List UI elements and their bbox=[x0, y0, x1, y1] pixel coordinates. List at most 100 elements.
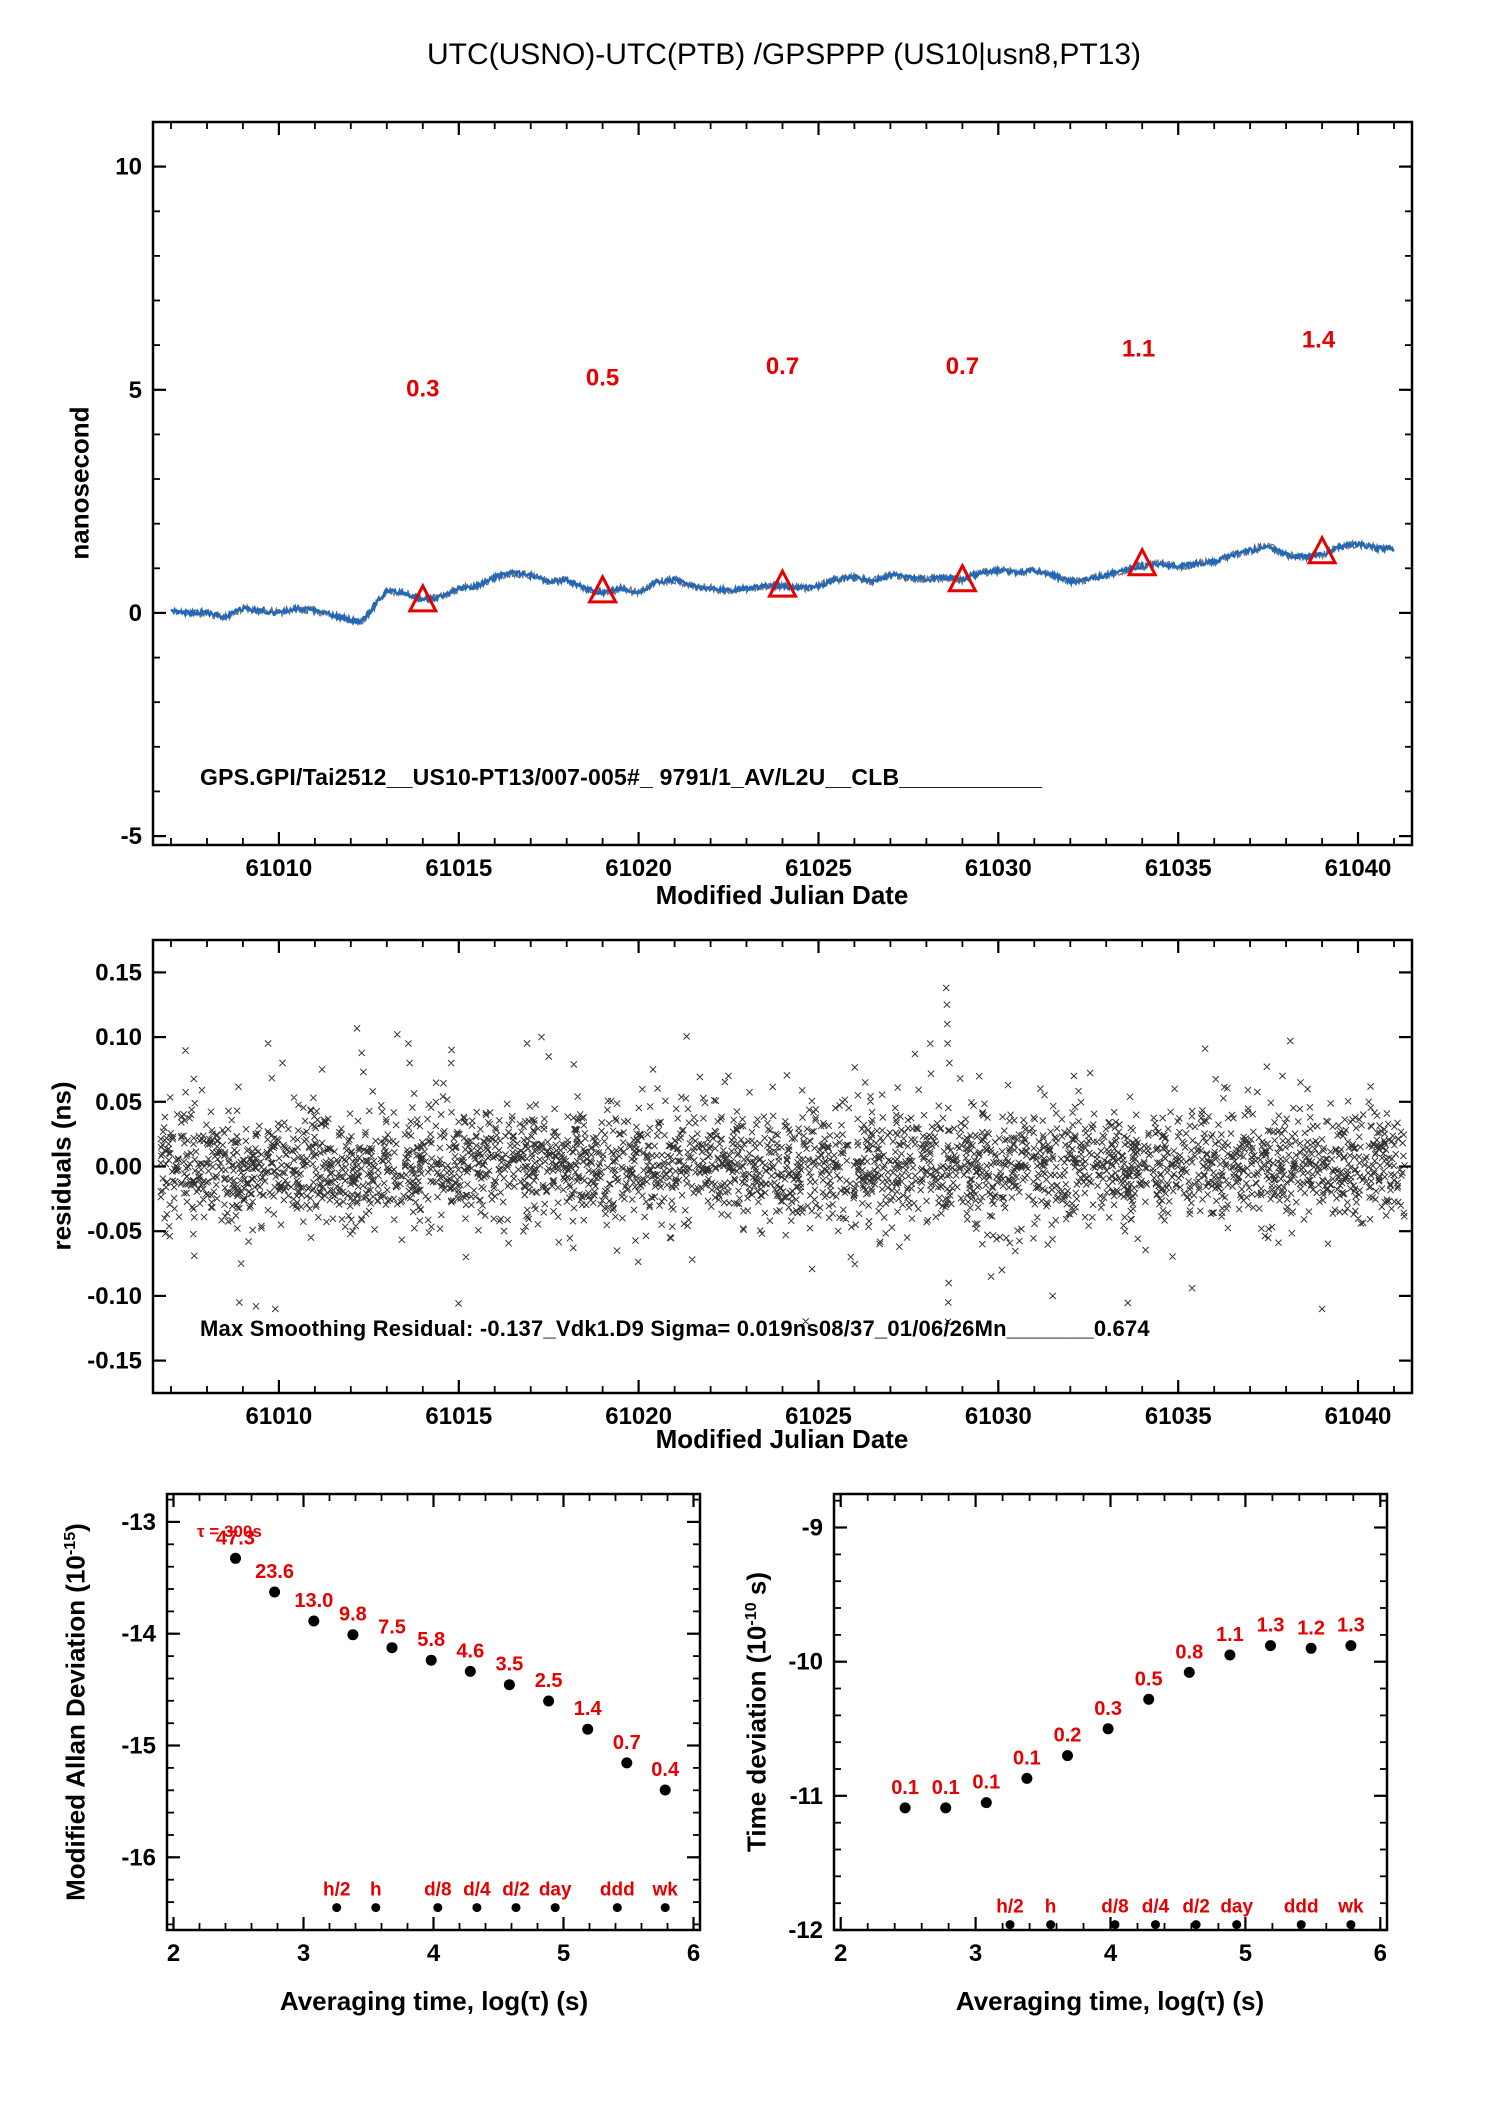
svg-text:4: 4 bbox=[1104, 1940, 1118, 1967]
residuals-x-axis-label: Modified Julian Date bbox=[655, 1424, 909, 1454]
tdev-y-axis-label: Time deviation (10-10 s) bbox=[742, 1572, 773, 1852]
phase-y-axis-label: nanosecond bbox=[64, 406, 95, 560]
svg-text:0: 0 bbox=[129, 600, 142, 627]
svg-text:6: 6 bbox=[1374, 1940, 1387, 1967]
svg-text:h/2: h/2 bbox=[996, 1897, 1023, 1918]
svg-text:13.0: 13.0 bbox=[294, 1590, 333, 1612]
svg-text:0.1: 0.1 bbox=[1013, 1747, 1041, 1769]
svg-text:d/4: d/4 bbox=[463, 1880, 491, 1901]
svg-text:6: 6 bbox=[687, 1940, 700, 1967]
svg-text:-15: -15 bbox=[121, 1733, 156, 1760]
phase-chart: 61010 61015 61020 61025 61030 61035 61040 -5 0 5 1… bbox=[115, 120, 1414, 882]
tdev-ylabel-post: s) bbox=[741, 1571, 772, 1603]
svg-text:-0.05: -0.05 bbox=[87, 1218, 142, 1245]
svg-text:h: h bbox=[1045, 1897, 1057, 1918]
svg-text:0.5: 0.5 bbox=[1135, 1668, 1163, 1690]
residuals-annotation: Max Smoothing Residual: -0.137_Vdk1.D9 S… bbox=[200, 1316, 1150, 1341]
svg-text:-14: -14 bbox=[121, 1621, 156, 1648]
svg-text:3.5: 3.5 bbox=[495, 1654, 523, 1676]
svg-text:5: 5 bbox=[1239, 1940, 1252, 1967]
svg-text:61040: 61040 bbox=[1325, 1403, 1392, 1430]
svg-text:1.2: 1.2 bbox=[1297, 1617, 1325, 1639]
svg-text:-12: -12 bbox=[788, 1917, 823, 1944]
mdev-chart: 2 3 4 5 6 -13 -14 -15 -16 47.323.613.0 9.8 7.5 5.8 4.… bbox=[121, 1492, 702, 1967]
mdev-x-axis-label: Averaging time, log(τ) (s) bbox=[279, 1986, 589, 2016]
svg-text:2.5: 2.5 bbox=[535, 1670, 563, 1692]
svg-text:0.8: 0.8 bbox=[1175, 1641, 1203, 1663]
svg-text:23.6: 23.6 bbox=[255, 1561, 294, 1583]
svg-text:d/8: d/8 bbox=[1101, 1897, 1128, 1918]
svg-text:47.3: 47.3 bbox=[216, 1527, 255, 1549]
mdev-y-axis-label: Modified Allan Deviation (10-15) bbox=[61, 1523, 92, 1901]
svg-text:5: 5 bbox=[557, 1940, 570, 1967]
svg-text:-11: -11 bbox=[790, 1783, 823, 1810]
svg-text:5.8: 5.8 bbox=[417, 1629, 445, 1651]
svg-text:1.1: 1.1 bbox=[1122, 335, 1155, 362]
svg-text:-5: -5 bbox=[121, 823, 142, 850]
svg-text:0.00: 0.00 bbox=[95, 1154, 142, 1181]
svg-text:61025: 61025 bbox=[785, 855, 852, 882]
svg-text:61010: 61010 bbox=[246, 855, 313, 882]
svg-text:ddd: ddd bbox=[1284, 1897, 1319, 1918]
tdev-chart: 2 3 4 5 6 -9 -10 -11 -12 0.1 0.1 0.1 0.1 0.2 0.3 0.5 0.8… bbox=[788, 1492, 1389, 1967]
tdev-ylabel-sup: -10 bbox=[741, 1602, 760, 1626]
svg-text:0.2: 0.2 bbox=[1054, 1725, 1082, 1747]
svg-text:7.5: 7.5 bbox=[378, 1617, 406, 1639]
svg-text:h: h bbox=[370, 1880, 382, 1901]
svg-text:4: 4 bbox=[427, 1940, 441, 1967]
svg-text:61010: 61010 bbox=[246, 1403, 313, 1430]
svg-text:0.1: 0.1 bbox=[932, 1777, 960, 1799]
svg-text:0.7: 0.7 bbox=[613, 1732, 641, 1754]
svg-text:wk: wk bbox=[652, 1880, 679, 1901]
svg-text:61020: 61020 bbox=[605, 855, 672, 882]
svg-text:1.4: 1.4 bbox=[574, 1698, 603, 1720]
svg-text:4.6: 4.6 bbox=[456, 1640, 484, 1662]
svg-text:1.3: 1.3 bbox=[1257, 1615, 1285, 1637]
svg-text:ddd: ddd bbox=[600, 1880, 635, 1901]
svg-text:0.4: 0.4 bbox=[651, 1759, 680, 1781]
residuals-y-axis-label: residuals (ns) bbox=[46, 1081, 77, 1251]
mdev-ylabel-sup: -15 bbox=[60, 1531, 79, 1556]
svg-text:3: 3 bbox=[297, 1940, 310, 1967]
svg-text:day: day bbox=[1220, 1897, 1253, 1918]
svg-text:d/4: d/4 bbox=[1142, 1897, 1170, 1918]
svg-text:-0.10: -0.10 bbox=[87, 1283, 142, 1310]
svg-text:10: 10 bbox=[115, 154, 142, 181]
svg-text:0.1: 0.1 bbox=[891, 1777, 919, 1799]
svg-text:d/2: d/2 bbox=[502, 1880, 529, 1901]
svg-text:5: 5 bbox=[129, 377, 142, 404]
svg-text:-9: -9 bbox=[802, 1515, 823, 1542]
phase-x-axis-label: Modified Julian Date bbox=[655, 880, 909, 910]
svg-text:2: 2 bbox=[834, 1940, 847, 1967]
svg-text:0.7: 0.7 bbox=[766, 353, 799, 380]
svg-text:d/2: d/2 bbox=[1182, 1897, 1209, 1918]
svg-text:3: 3 bbox=[969, 1940, 982, 1967]
svg-text:h/2: h/2 bbox=[323, 1880, 350, 1901]
svg-text:wk: wk bbox=[1337, 1897, 1364, 1918]
svg-text:1.1: 1.1 bbox=[1216, 1624, 1244, 1646]
svg-text:61030: 61030 bbox=[965, 855, 1032, 882]
svg-text:0.7: 0.7 bbox=[946, 353, 979, 380]
svg-text:-10: -10 bbox=[788, 1649, 823, 1676]
svg-text:61040: 61040 bbox=[1325, 855, 1392, 882]
mdev-ylabel-post: ) bbox=[60, 1523, 91, 1532]
page-title: UTC(USNO)-UTC(PTB) /GPSPPP (US10|usn8,PT… bbox=[426, 38, 1142, 71]
svg-text:0.3: 0.3 bbox=[406, 376, 439, 403]
phase-annotation: GPS.GPI/Tai2512__US10-PT13/007-005#_ 979… bbox=[200, 764, 1043, 790]
svg-text:9.8: 9.8 bbox=[339, 1604, 367, 1626]
svg-text:61035: 61035 bbox=[1145, 855, 1212, 882]
tdev-x-axis-label: Averaging time, log(τ) (s) bbox=[955, 1986, 1265, 2016]
svg-text:0.1: 0.1 bbox=[972, 1772, 1000, 1794]
svg-text:-0.15: -0.15 bbox=[87, 1348, 142, 1375]
svg-text:0.10: 0.10 bbox=[95, 1024, 142, 1051]
svg-text:61035: 61035 bbox=[1145, 1403, 1212, 1430]
svg-text:0.3: 0.3 bbox=[1094, 1698, 1122, 1720]
svg-text:-16: -16 bbox=[121, 1844, 156, 1871]
svg-text:61020: 61020 bbox=[605, 1403, 672, 1430]
residuals-chart: 61010 61015 61020 61025 61030 61035 61040 -0.15… bbox=[87, 938, 1414, 1430]
svg-text:0.05: 0.05 bbox=[95, 1089, 142, 1116]
svg-text:1.4: 1.4 bbox=[1302, 326, 1336, 353]
svg-text:1.3: 1.3 bbox=[1337, 1615, 1365, 1637]
tdev-ylabel-pre: Time deviation (10 bbox=[741, 1625, 772, 1853]
